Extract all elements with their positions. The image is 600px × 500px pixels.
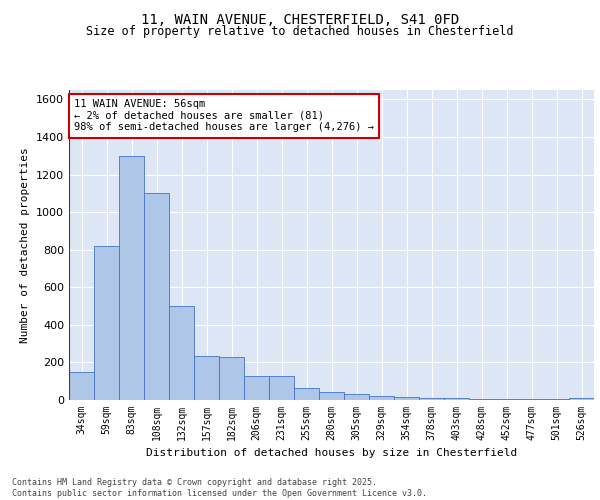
Bar bbox=[369, 396, 394, 400]
Bar bbox=[119, 156, 144, 400]
Bar bbox=[219, 357, 244, 400]
Bar bbox=[319, 392, 344, 400]
Bar bbox=[469, 399, 494, 400]
Bar bbox=[419, 398, 444, 400]
Bar bbox=[444, 398, 469, 400]
X-axis label: Distribution of detached houses by size in Chesterfield: Distribution of detached houses by size … bbox=[146, 448, 517, 458]
Bar bbox=[144, 194, 169, 400]
Text: 11, WAIN AVENUE, CHESTERFIELD, S41 0FD: 11, WAIN AVENUE, CHESTERFIELD, S41 0FD bbox=[141, 12, 459, 26]
Text: Contains HM Land Registry data © Crown copyright and database right 2025.
Contai: Contains HM Land Registry data © Crown c… bbox=[12, 478, 427, 498]
Bar bbox=[494, 399, 519, 400]
Bar bbox=[94, 246, 119, 400]
Bar bbox=[294, 388, 319, 400]
Bar bbox=[544, 399, 569, 400]
Bar bbox=[344, 394, 369, 400]
Bar bbox=[269, 376, 294, 400]
Bar bbox=[244, 376, 269, 400]
Bar bbox=[69, 372, 94, 400]
Bar bbox=[169, 306, 194, 400]
Text: Size of property relative to detached houses in Chesterfield: Size of property relative to detached ho… bbox=[86, 25, 514, 38]
Bar bbox=[194, 356, 219, 400]
Y-axis label: Number of detached properties: Number of detached properties bbox=[20, 147, 31, 343]
Text: 11 WAIN AVENUE: 56sqm
← 2% of detached houses are smaller (81)
98% of semi-detac: 11 WAIN AVENUE: 56sqm ← 2% of detached h… bbox=[74, 100, 374, 132]
Bar bbox=[569, 398, 594, 400]
Bar bbox=[519, 399, 544, 400]
Bar bbox=[394, 397, 419, 400]
